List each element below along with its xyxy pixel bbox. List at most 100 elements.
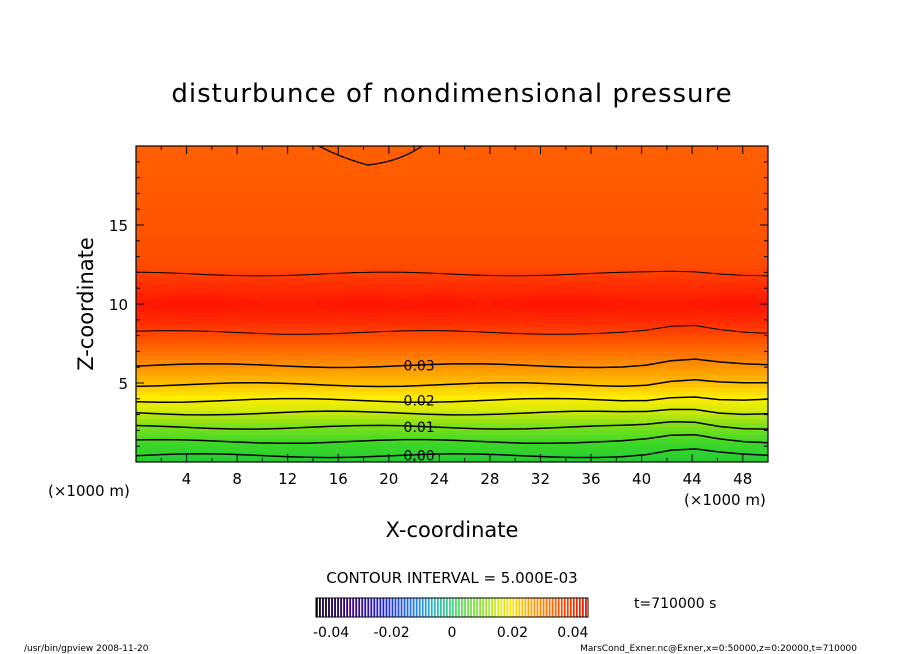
colorbar-stripe — [373, 598, 376, 617]
contour-band — [136, 394, 768, 400]
contour-band — [136, 248, 768, 254]
contour-band — [136, 383, 768, 388]
colorbar-tick-label: 0 — [448, 625, 457, 641]
colorbar-stripe — [533, 598, 536, 617]
colorbar-stripe — [551, 598, 554, 617]
contour-label: 0.02 — [404, 393, 435, 409]
field-maximum-blob — [685, 295, 768, 313]
contour-band — [136, 284, 768, 289]
colorbar-stripe — [340, 598, 342, 617]
contour-band — [136, 169, 768, 175]
contour-band — [136, 347, 768, 352]
contour-band — [136, 371, 768, 376]
contour-band — [136, 232, 768, 238]
colorbar-stripe — [458, 598, 460, 617]
contour-band — [136, 292, 768, 297]
colorbar-stripe — [479, 598, 482, 617]
colorbar-stripe — [409, 598, 412, 617]
colorbar-stripe — [415, 598, 418, 617]
colorbar-stripe — [491, 598, 494, 617]
contour-band — [136, 450, 768, 455]
contour-band — [136, 343, 768, 349]
colorbar-stripe — [349, 598, 352, 617]
colorbar-stripe — [512, 598, 515, 617]
colorbar-stripe — [476, 598, 478, 617]
contour-band — [136, 225, 768, 230]
contour-band — [136, 327, 768, 333]
colorbar-stripe — [403, 598, 406, 617]
colorbar-stripe — [316, 598, 318, 617]
colorbar-stripe — [397, 598, 400, 617]
x-tick-label: 36 — [581, 470, 600, 488]
colorbar-stripe — [521, 598, 524, 617]
x-tick-label: 24 — [430, 470, 449, 488]
contour-label: 0.00 — [404, 449, 435, 465]
colorbar-stripe — [536, 598, 539, 617]
chart-title: disturbunce of nondimensional pressure — [171, 79, 732, 109]
contour-band — [136, 422, 768, 428]
contour-band — [136, 205, 768, 210]
colorbar-stripe — [346, 598, 349, 617]
contour-band — [136, 157, 768, 163]
colorbar-stripe — [566, 598, 569, 617]
contour-band — [136, 319, 768, 325]
contour-band — [136, 288, 768, 293]
contour-band — [136, 264, 768, 270]
colorbar-stripe — [488, 598, 491, 617]
colorbar-stripe — [572, 598, 575, 617]
colorbar-stripe — [584, 598, 587, 617]
contour-band — [136, 386, 768, 392]
contour-band — [136, 315, 768, 321]
colorbar-stripe — [500, 598, 503, 617]
colorbar-stripe — [563, 598, 566, 617]
contour-band — [136, 193, 768, 198]
contour-band — [136, 197, 768, 202]
contour-band — [136, 458, 768, 462]
contour-band — [136, 173, 768, 179]
colorbar-stripe — [391, 598, 394, 617]
contour-band — [136, 272, 768, 277]
contour-line — [136, 270, 768, 277]
colorbar-stripe — [464, 598, 466, 617]
x-tick-label: 16 — [329, 470, 348, 488]
colorbar-frame — [315, 597, 589, 618]
colorbar-stripe — [379, 598, 382, 617]
colorbar-stripe — [427, 598, 430, 617]
contour-band — [136, 390, 768, 396]
contour-band — [136, 339, 768, 345]
contour-label: 0.03 — [404, 359, 435, 375]
contour-label: 0.01 — [404, 420, 435, 436]
contour-band — [136, 414, 768, 420]
colorbar-stripe — [382, 598, 385, 617]
field-maximum-blob — [314, 295, 413, 313]
x-tick-label: 28 — [480, 470, 499, 488]
colorbar-stripe — [385, 598, 388, 617]
colorbar-stripe — [370, 598, 373, 617]
contour-band — [136, 363, 768, 368]
contour-line — [136, 448, 768, 459]
contour-line — [136, 408, 768, 416]
contour-band — [136, 323, 768, 329]
colorbar-stripe — [319, 598, 321, 617]
contour-band — [136, 146, 768, 151]
contour-band — [136, 355, 768, 360]
x-tick-label: 4 — [182, 470, 192, 488]
colorbar-stripe — [569, 598, 572, 617]
colorbar-stripe — [509, 598, 512, 617]
y-tick-label: 5 — [118, 375, 128, 393]
contour-line — [136, 434, 768, 445]
contour-band — [136, 201, 768, 206]
colorbar-stripe — [557, 598, 560, 617]
x-tick-label: 20 — [379, 470, 398, 488]
contour-labels: 0.00 0.01 0.02 0.03 — [404, 359, 435, 465]
contour-band — [136, 213, 768, 218]
colorbar-stripe — [448, 598, 451, 617]
plot-area: 0.000.010.020.03 4 8 12 16 20 24 28 32 36 40 44 48 … — [109, 145, 769, 488]
contour-band — [136, 446, 768, 451]
contour-line — [136, 324, 768, 335]
contour-band — [136, 240, 768, 246]
contour-band — [136, 375, 768, 380]
colorbar-stripe — [430, 598, 433, 617]
colorbar-stripe — [497, 598, 500, 617]
